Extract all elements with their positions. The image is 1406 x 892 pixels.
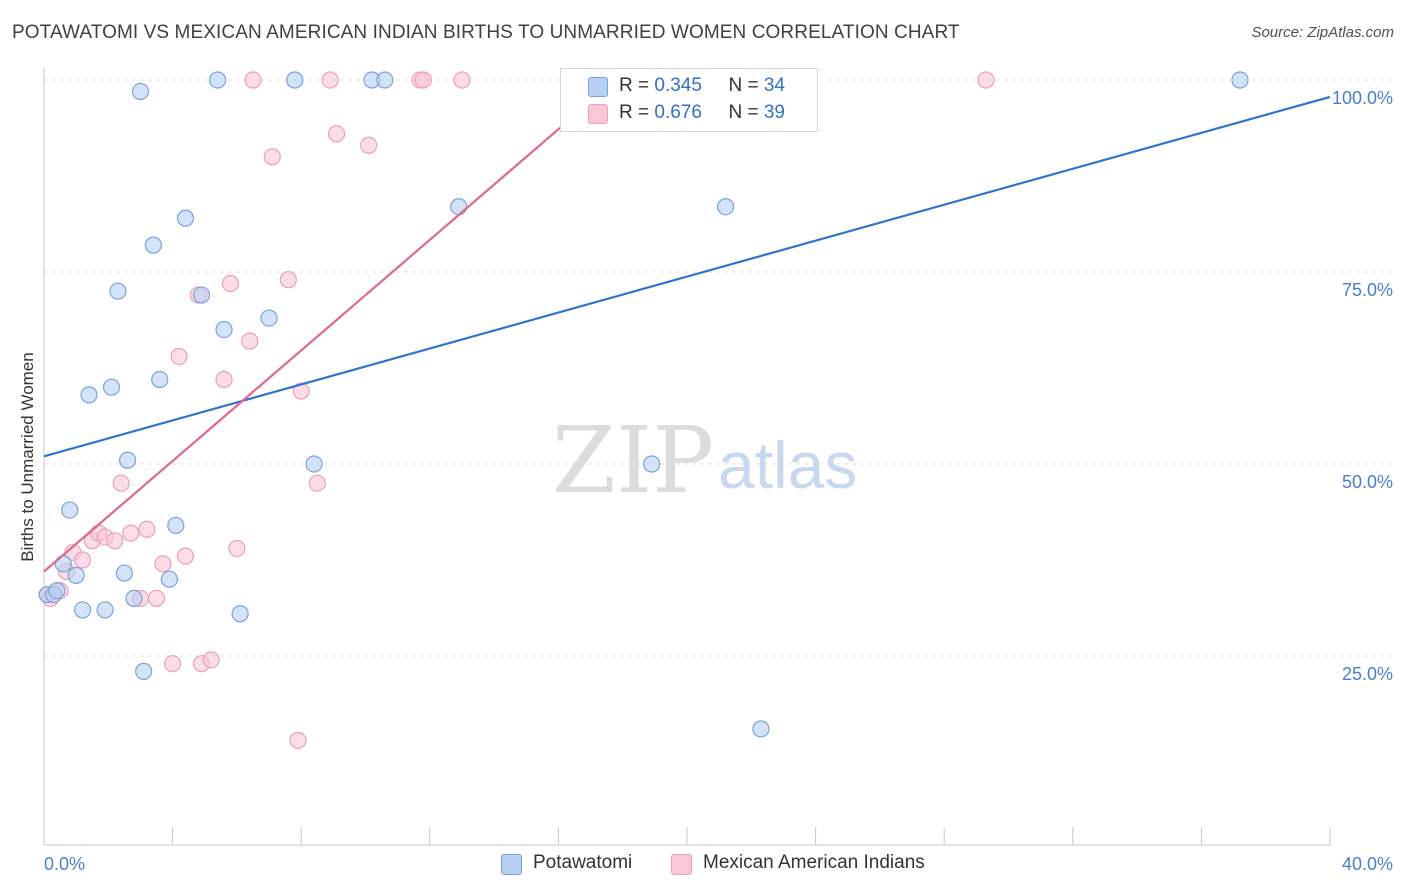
potawatomi-point: [109, 282, 127, 300]
mexican-american-indians-point: [977, 71, 995, 89]
potawatomi-point: [151, 370, 169, 389]
mexican-american-indians-point: [164, 655, 182, 673]
potawatomi-trend-line: [43, 95, 1331, 458]
mexican-american-indians-point: [147, 589, 166, 608]
potawatomi-point: [67, 566, 85, 584]
potawatomi-point: [450, 198, 468, 216]
potawatomi-point: [752, 720, 770, 738]
data-points: [38, 71, 1249, 750]
potawatomi-point: [160, 570, 178, 588]
mexican-american-indians-point: [241, 332, 259, 350]
mexican-american-indians-point: [112, 474, 130, 492]
mexican-american-indians-point: [176, 547, 195, 565]
bottom-legend-swatch-blue: [501, 854, 522, 875]
y-tick-label: 25.0%: [1342, 664, 1393, 684]
mexican-american-indians-trend-line: [43, 67, 630, 573]
mexican-american-indians-point: [292, 382, 310, 400]
potawatomi-point: [716, 198, 735, 216]
potawatomi-point: [643, 455, 661, 473]
mexican-american-indians-point: [106, 532, 124, 550]
potawatomi-point: [215, 321, 233, 339]
potawatomi-point: [73, 601, 92, 619]
potawatomi-point: [260, 309, 278, 327]
bottom-legend-swatch-pink: [671, 854, 692, 875]
mexican-american-indians-point: [202, 651, 220, 669]
watermark-zip: ZIP: [552, 407, 714, 514]
x-tick-label: 0.0%: [44, 854, 85, 874]
axes: [43, 68, 1331, 846]
potawatomi-point: [376, 71, 394, 89]
mexican-american-indians-point: [221, 274, 240, 293]
x-tick-label: 40.0%: [1342, 854, 1393, 874]
potawatomi-point: [209, 71, 227, 89]
mexican-american-indians-point: [321, 71, 339, 89]
chart-title: POTAWATOMI VS MEXICAN AMERICAN INDIAN BI…: [12, 22, 960, 43]
mexican-american-indians-point: [414, 71, 432, 89]
grid: [44, 79, 1394, 657]
mexican-american-indians-point: [154, 555, 172, 573]
legend-swatch-pink: [588, 104, 608, 124]
y-tick-label: 75.0%: [1342, 280, 1393, 300]
mexican-american-indians-point: [215, 370, 233, 389]
potawatomi-point: [48, 582, 66, 600]
potawatomi-point: [167, 516, 185, 535]
potawatomi-point: [118, 451, 137, 469]
potawatomi-point: [125, 589, 143, 608]
mexican-american-indians-point: [228, 539, 246, 558]
watermark-atlas: atlas: [718, 428, 857, 502]
mexican-american-indians-point: [263, 148, 281, 166]
legend-r-label: R =: [619, 102, 655, 123]
trend-lines: [43, 67, 1331, 573]
mexican-american-indians-point: [73, 551, 92, 569]
potawatomi-point: [54, 555, 72, 573]
potawatomi-point: [144, 236, 162, 254]
legend-r-value: 0.676: [654, 102, 702, 123]
mexican-american-indians-point: [453, 71, 471, 89]
legend-r-label: R =: [619, 75, 655, 96]
bottom-legend-label: Potawatomi: [533, 852, 633, 873]
legend-swatch-blue: [588, 77, 608, 97]
bottom-legend-label: Mexican American Indians: [703, 852, 925, 873]
mexican-american-indians-point: [327, 125, 346, 143]
source-credit: Source: ZipAtlas.com: [1251, 24, 1394, 41]
potawatomi-point: [135, 662, 153, 680]
potawatomi-point: [61, 501, 79, 519]
mexican-american-indians-point: [360, 136, 378, 154]
mexican-american-indians-point: [244, 71, 262, 89]
legend-n-label: N =: [728, 75, 764, 96]
potawatomi-point: [96, 601, 114, 619]
axis-labels: 25.0% 50.0% 75.0% 100.0% 0.0% 40.0% Births to …: [18, 88, 1393, 874]
mexican-american-indians-point: [170, 347, 188, 366]
potawatomi-point: [305, 455, 323, 473]
legend-n-label: N =: [728, 102, 764, 123]
mexican-american-indians-point: [289, 731, 307, 750]
correlation-legend: R = 0.345 N = 34 R = 0.676 N = 39: [560, 68, 818, 132]
potawatomi-point: [102, 378, 121, 396]
watermark: ZIP atlas: [552, 407, 857, 514]
mexican-american-indians-point: [138, 520, 156, 538]
potawatomi-point: [1231, 71, 1249, 89]
mexican-american-indians-point: [308, 474, 326, 492]
y-axis-title: Births to Unmarried Women: [18, 352, 37, 561]
legend-n-value: 34: [763, 75, 785, 96]
y-tick-label: 50.0%: [1342, 472, 1393, 492]
potawatomi-point: [80, 386, 98, 404]
potawatomi-point: [286, 71, 304, 89]
legend-n-value: 39: [763, 102, 785, 123]
mexican-american-indians-point: [122, 524, 140, 542]
potawatomi-point: [115, 564, 133, 582]
potawatomi-point: [131, 82, 150, 101]
y-tick-label: 100.0%: [1332, 88, 1393, 108]
potawatomi-point: [231, 605, 249, 623]
legend-r-value: 0.345: [654, 75, 702, 96]
potawatomi-point: [192, 286, 211, 304]
potawatomi-point: [176, 209, 195, 227]
mexican-american-indians-point: [279, 271, 297, 289]
